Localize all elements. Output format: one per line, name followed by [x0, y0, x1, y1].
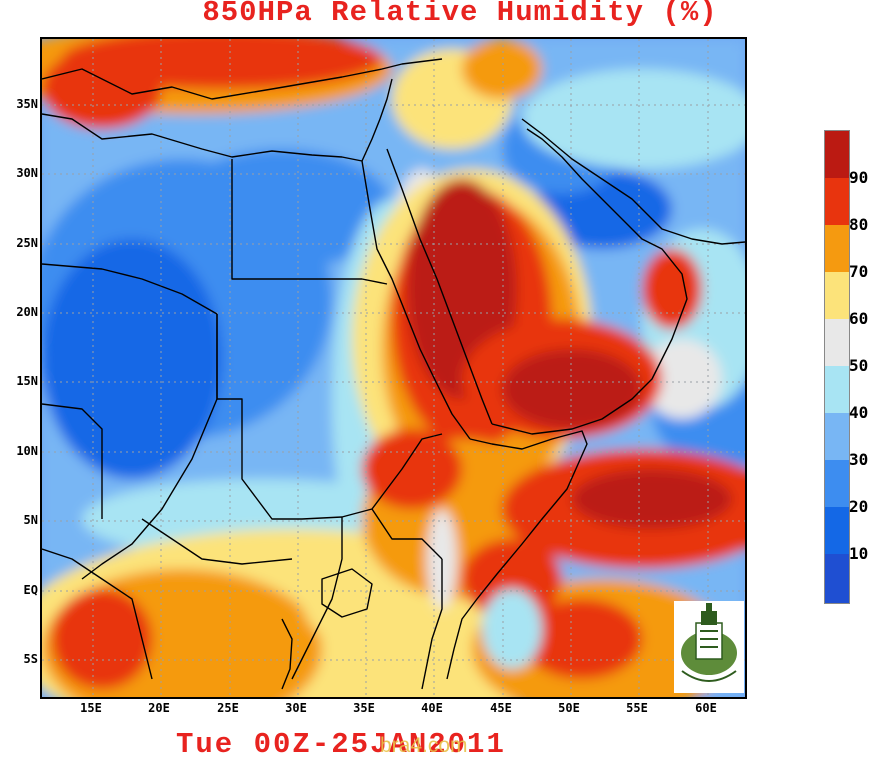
lat-label-10n: 10N — [16, 444, 38, 458]
lon-label-25e: 25E — [217, 701, 239, 715]
lon-label-15e: 15E — [80, 701, 102, 715]
colorbar-label-90: 90 — [849, 168, 869, 187]
lat-label-5n: 5N — [23, 513, 38, 527]
colorbar-label-10: 10 — [849, 544, 869, 563]
colorbar-label-60: 60 — [849, 309, 869, 328]
colorbar-label-50: 50 — [849, 356, 869, 375]
colorbar-segment — [825, 507, 849, 554]
lon-label-60e: 60E — [695, 701, 717, 715]
colorbar-segment — [825, 178, 849, 225]
colorbar-label-20: 20 — [849, 497, 869, 516]
watermark: bra4.com — [380, 734, 468, 757]
lat-label-30n: 30N — [16, 166, 38, 180]
colorbar-label-70: 70 — [849, 262, 869, 281]
university-emblem-logo — [674, 601, 744, 693]
lon-label-45e: 45E — [490, 701, 512, 715]
colorbar-segment — [825, 460, 849, 507]
colorbar-segment — [825, 413, 849, 460]
colorbar — [824, 130, 850, 604]
colorbar-label-80: 80 — [849, 215, 869, 234]
colorbar-segment — [825, 366, 849, 413]
colorbar-label-40: 40 — [849, 403, 869, 422]
colorbar-segment — [825, 131, 849, 178]
colorbar-segment — [825, 554, 849, 603]
lon-label-40e: 40E — [421, 701, 443, 715]
lon-label-35e: 35E — [353, 701, 375, 715]
colorbar-label-30: 30 — [849, 450, 869, 469]
lon-label-50e: 50E — [558, 701, 580, 715]
lon-label-30e: 30E — [285, 701, 307, 715]
lon-label-20e: 20E — [148, 701, 170, 715]
colorbar-segment — [825, 319, 849, 366]
lat-label-15n: 15N — [16, 374, 38, 388]
lat-label-5s: 5S — [23, 652, 38, 666]
forecast-date: Tue 00Z-25JAN2011 — [176, 728, 506, 761]
lat-label-20n: 20N — [16, 305, 38, 319]
humidity-map — [40, 37, 747, 699]
humidity-map-svg — [42, 39, 745, 697]
lat-label-35n: 35N — [16, 97, 38, 111]
colorbar-segment — [825, 272, 849, 319]
emblem-icon — [681, 603, 737, 682]
chart-title: 850HPa Relative Humidity (%) — [202, 0, 718, 29]
lat-label-eq: EQ — [23, 583, 38, 597]
colorbar-segment — [825, 225, 849, 272]
lat-label-25n: 25N — [16, 236, 38, 250]
lon-label-55e: 55E — [626, 701, 648, 715]
